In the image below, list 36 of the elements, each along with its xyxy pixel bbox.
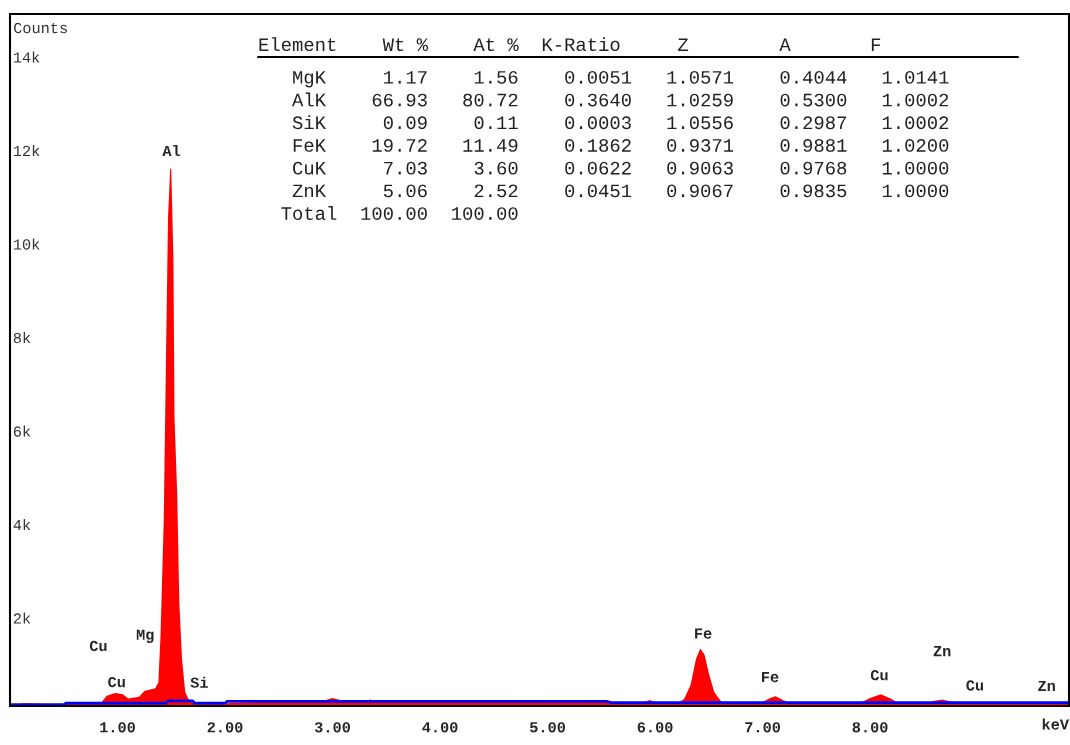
annotation: Zn <box>1038 680 1055 691</box>
x-tick-label: 6.00 <box>637 722 673 733</box>
annotation: AlK 66.93 80.72 0.3640 1.0259 0.5300 1.0002 <box>292 92 949 107</box>
annotation: ZnK 5.06 2.52 0.0451 0.9067 0.9835 1.0000 <box>292 184 949 198</box>
annotation: Mg <box>136 629 154 643</box>
x-axis-title: keV <box>1042 718 1069 730</box>
x-tick-label: 4.00 <box>422 722 458 733</box>
x-tick-label: 5.00 <box>530 722 566 733</box>
annotation: Cu <box>870 669 888 681</box>
annotation: CuK 7.03 3.60 0.0622 0.9063 0.9768 1.0000 <box>293 161 949 175</box>
annotation: Zn <box>933 646 951 657</box>
annotation: Al <box>162 144 181 157</box>
y-tick-label: 8k <box>13 331 31 344</box>
y-tick-label: 6k <box>13 425 31 437</box>
y-axis-title: Counts <box>14 22 67 34</box>
x-tick-label: 3.00 <box>314 722 350 733</box>
y-tick-label: 2k <box>13 612 31 624</box>
y-tick-label: 10k <box>13 238 40 250</box>
annotation: Fe <box>762 672 779 683</box>
x-tick-label: 2.00 <box>207 722 243 733</box>
annotation: Si <box>190 676 208 688</box>
annotation: FeK 19.72 11.49 0.1862 0.9371 0.9881 1.0200 <box>293 139 949 152</box>
x-tick-label: 1.00 <box>100 722 135 733</box>
annotation: Cu <box>108 676 125 688</box>
x-tick-label: 8.00 <box>852 722 888 733</box>
annotation: Cu <box>89 640 107 652</box>
y-tick-label: 14k <box>13 51 40 63</box>
x-tick-label: 7.00 <box>745 722 781 733</box>
annotation: SiK 0.09 0.11 0.0003 1.0556 0.2987 1.0002 <box>292 115 949 130</box>
annotation: Total 100.00 100.00 <box>281 206 518 220</box>
y-tick-label: 12k <box>13 144 40 156</box>
annotation: Element Wt % At % K-Ratio Z A F <box>259 37 881 52</box>
y-tick-label: 4k <box>13 518 31 531</box>
annotation: Fe <box>695 628 712 639</box>
annotation: Cu <box>966 680 984 691</box>
annotation: MgK 1.17 1.56 0.0051 1.0571 0.4044 1.0141 <box>293 70 949 88</box>
